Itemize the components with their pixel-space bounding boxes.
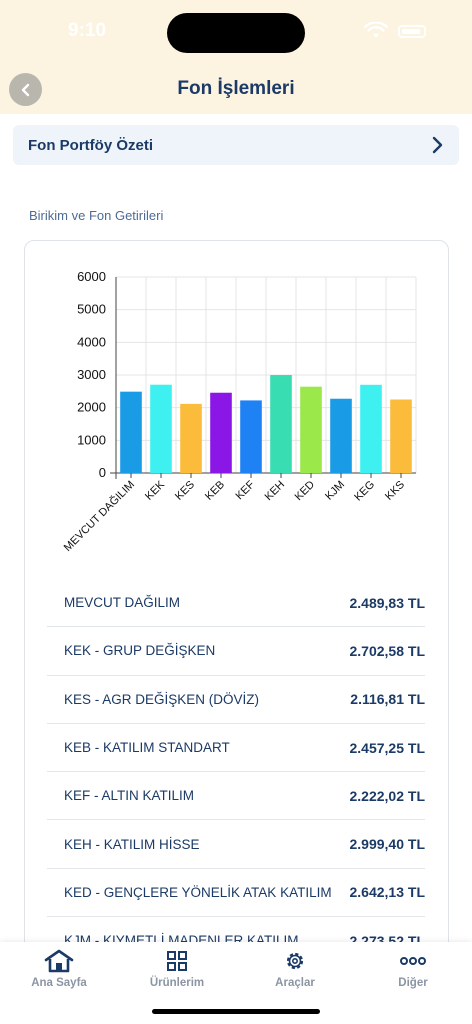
y-tick-label: 4000 xyxy=(77,334,106,349)
bar[interactable] xyxy=(300,386,322,473)
gear-icon xyxy=(286,952,304,970)
x-tick-label: MEVCUT DAĞILIM xyxy=(61,478,137,554)
y-tick-label: 0 xyxy=(99,465,106,480)
page-title: Fon İşlemleri xyxy=(177,78,295,99)
tab-home-label: Ana Sayfa xyxy=(31,977,87,989)
status-bar: 9:10 xyxy=(0,0,472,62)
y-tick-label: 2000 xyxy=(77,400,106,415)
fund-row[interactable]: MEVCUT DAĞILIM 2.489,83 TL xyxy=(47,579,426,628)
fund-row[interactable]: KEF - ALTIN KATILIM 2.222,02 TL xyxy=(47,772,426,821)
fund-value: 2.222,02 TL xyxy=(349,787,426,804)
wifi-icon xyxy=(364,22,388,38)
x-tick-label: KEF xyxy=(233,478,257,502)
grid-icon xyxy=(167,951,187,971)
bar[interactable] xyxy=(360,384,382,473)
x-tick-label: KED xyxy=(293,479,318,504)
x-tick-label: KEK xyxy=(143,478,168,503)
bar[interactable] xyxy=(270,375,292,473)
fund-value: 2.116,81 TL xyxy=(350,691,425,708)
back-button[interactable] xyxy=(9,73,42,106)
fund-list: MEVCUT DAĞILIM 2.489,83 TL KEK - GRUP DEĞİ… xyxy=(47,579,426,966)
bar[interactable] xyxy=(390,399,412,474)
tab-products-label: Ürünlerim xyxy=(149,977,205,989)
fund-row[interactable]: KED - GENÇLERE YÖNELİK ATAK KATILIM 2.642… xyxy=(47,869,426,918)
fund-name: KEK - GRUP DEĞİŞKEN xyxy=(64,643,216,659)
tab-products[interactable]: Ürünlerim xyxy=(118,948,236,989)
fund-value: 2.642,13 TL xyxy=(349,884,426,901)
bar[interactable] xyxy=(150,384,172,473)
tab-more[interactable]: Diğer xyxy=(354,948,472,989)
section-title: Birikim ve Fon Getirileri xyxy=(29,208,164,223)
x-tick-label: KEH xyxy=(263,479,288,504)
tab-more-label: Diğer xyxy=(398,977,428,989)
dynamic-island xyxy=(167,13,305,53)
y-tick-label: 5000 xyxy=(77,302,106,317)
home-indicator xyxy=(152,1009,320,1014)
tab-home[interactable]: Ana Sayfa xyxy=(0,948,118,989)
fund-name: KEH - KATILIM HİSSE xyxy=(64,836,200,852)
nav-header: Fon İşlemleri xyxy=(0,62,472,114)
chevron-left-icon xyxy=(21,83,29,96)
fund-row[interactable]: KEK - GRUP DEĞİŞKEN 2.702,58 TL xyxy=(47,627,426,676)
x-tick-label: KJM xyxy=(323,479,347,503)
fund-row[interactable]: KES - AGR DEĞİŞKEN (DÖVİZ) 2.116,81 TL xyxy=(47,676,425,724)
fund-row[interactable]: KEB - KATILIM STANDART 2.457,25 TL xyxy=(47,724,426,773)
fund-name: KEF - ALTIN KATILIM xyxy=(64,788,195,804)
home-icon xyxy=(44,949,74,973)
bar[interactable] xyxy=(330,398,352,473)
fund-value: 2.489,83 TL xyxy=(349,594,426,611)
x-tick-label: KES xyxy=(173,479,197,503)
fund-name: KEB - KATILIM STANDART xyxy=(64,740,230,756)
fund-value: 2.999,40 TL xyxy=(349,836,426,853)
y-tick-label: 1000 xyxy=(77,432,106,447)
fund-name: KES - AGR DEĞİŞKEN (DÖVİZ) xyxy=(64,691,260,707)
fund-value: 2.702,58 TL xyxy=(349,642,426,659)
x-tick-label: KKS xyxy=(383,479,407,503)
tab-tools[interactable]: Araçlar xyxy=(236,948,354,989)
fund-row[interactable]: KEH - KATILIM HİSSE 2.999,40 TL xyxy=(47,820,426,869)
bar[interactable] xyxy=(120,391,142,473)
battery-icon xyxy=(398,25,426,38)
fund-value: 2.457,25 TL xyxy=(349,739,426,756)
x-tick-label: KEB xyxy=(203,479,227,503)
bar[interactable] xyxy=(180,403,202,473)
bar[interactable] xyxy=(240,400,262,473)
x-tick-label: KEG xyxy=(352,479,377,504)
tab-tools-label: Araçlar xyxy=(275,977,315,989)
y-tick-label: 6000 xyxy=(77,269,106,284)
status-time: 9:10 xyxy=(68,20,107,41)
fund-name: MEVCUT DAĞILIM xyxy=(64,595,181,611)
more-icon xyxy=(400,957,426,965)
fund-name: KED - GENÇLERE YÖNELİK ATAK KATILIM xyxy=(64,884,332,900)
portfolio-summary-label: Fon Portföy Özeti xyxy=(28,136,153,154)
y-tick-label: 3000 xyxy=(77,367,106,382)
portfolio-summary-row[interactable]: Fon Portföy Özeti xyxy=(13,125,459,165)
bar[interactable] xyxy=(210,392,232,473)
chevron-right-icon xyxy=(432,136,443,154)
